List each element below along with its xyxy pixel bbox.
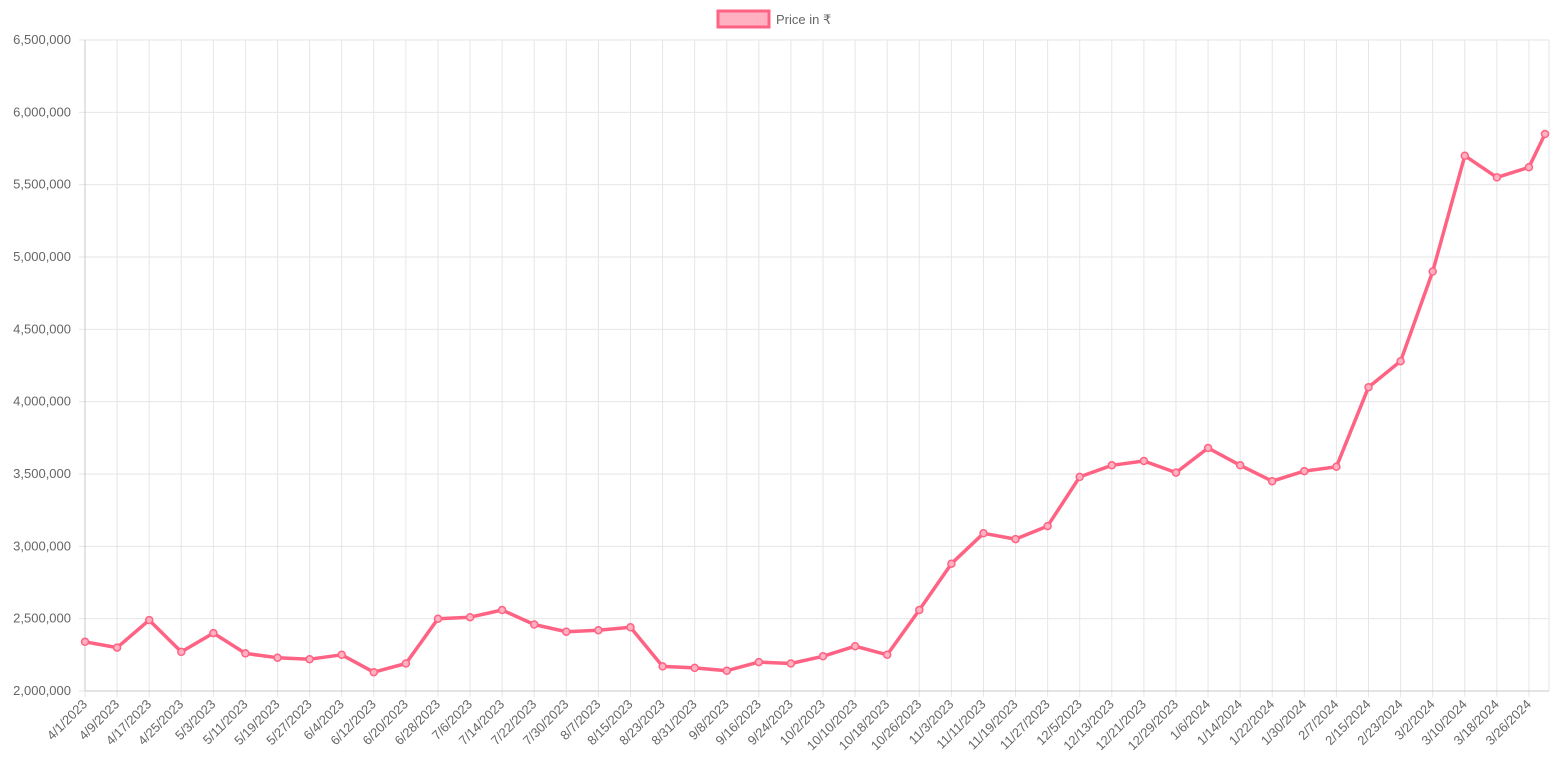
price-data-point[interactable] bbox=[786, 659, 796, 668]
price-data-point[interactable] bbox=[1075, 472, 1084, 482]
series-price bbox=[80, 129, 1550, 677]
price-data-point[interactable] bbox=[1428, 267, 1437, 276]
price-data-point[interactable] bbox=[273, 653, 282, 662]
price-data-point[interactable] bbox=[915, 605, 924, 615]
price-data-point[interactable] bbox=[1171, 468, 1181, 477]
price-data-point[interactable] bbox=[401, 659, 411, 668]
price-data-point[interactable] bbox=[722, 666, 732, 675]
price-data-point[interactable] bbox=[465, 612, 475, 622]
y-tick-label: 5,000,000 bbox=[13, 249, 71, 264]
price-data-point[interactable] bbox=[1540, 129, 1550, 139]
chart-legend[interactable]: Price in ₹ bbox=[716, 9, 831, 29]
y-tick-label: 4,000,000 bbox=[13, 394, 71, 409]
y-axis-tick-labels: 2,000,000 2,500,000 3,000,000 3,500,000 4,00… bbox=[13, 32, 71, 698]
price-data-point[interactable] bbox=[80, 637, 90, 647]
y-tick-label: 3,500,000 bbox=[13, 466, 71, 481]
price-data-point[interactable] bbox=[112, 643, 122, 652]
x-axis-tick-labels: 4/1/20234/9/20234/17/20234/25/20235/3/20… bbox=[44, 697, 1534, 754]
price-data-point[interactable] bbox=[1524, 163, 1534, 172]
price-data-point[interactable] bbox=[1139, 456, 1149, 466]
y-tick-label: 5,500,000 bbox=[13, 177, 71, 192]
chart-axes bbox=[84, 40, 1549, 692]
price-data-point[interactable] bbox=[562, 627, 571, 636]
price-data-point[interactable] bbox=[337, 650, 346, 660]
price-data-point[interactable] bbox=[594, 625, 603, 635]
price-data-point[interactable] bbox=[947, 559, 956, 568]
price-data-point[interactable] bbox=[1043, 521, 1052, 531]
price-data-point[interactable] bbox=[979, 529, 988, 538]
price-data-point[interactable] bbox=[882, 650, 892, 660]
price-data-point[interactable] bbox=[818, 652, 828, 661]
y-tick-label: 3,000,000 bbox=[13, 538, 71, 553]
price-data-point[interactable] bbox=[1203, 443, 1213, 453]
price-data-point[interactable] bbox=[1267, 476, 1277, 486]
price-data-point[interactable] bbox=[658, 662, 667, 671]
price-data-point[interactable] bbox=[1364, 382, 1373, 392]
price-data-point[interactable] bbox=[433, 614, 443, 623]
price-data-point[interactable] bbox=[1011, 534, 1020, 544]
price-data-point[interactable] bbox=[529, 620, 539, 629]
y-tick-label: 6,000,000 bbox=[13, 104, 71, 119]
price-series-line bbox=[83, 132, 1547, 674]
price-data-point[interactable] bbox=[241, 649, 250, 658]
legend-label: Price in ₹ bbox=[776, 12, 831, 27]
y-tick-label: 2,500,000 bbox=[13, 611, 71, 626]
price-data-point[interactable] bbox=[1332, 462, 1341, 472]
price-data-point[interactable] bbox=[1492, 173, 1502, 182]
price-data-point[interactable] bbox=[1235, 461, 1245, 470]
price-data-point[interactable] bbox=[177, 647, 186, 657]
price-data-point[interactable] bbox=[305, 654, 314, 664]
price-data-point[interactable] bbox=[369, 667, 379, 677]
price-data-point[interactable] bbox=[144, 615, 154, 625]
price-data-point[interactable] bbox=[850, 641, 860, 651]
price-data-point[interactable] bbox=[626, 623, 635, 632]
price-data-point[interactable] bbox=[1300, 466, 1309, 476]
price-data-point[interactable] bbox=[497, 605, 507, 615]
price-data-point[interactable] bbox=[1107, 461, 1117, 470]
y-tick-label: 4,500,000 bbox=[13, 321, 71, 336]
legend-swatch bbox=[716, 9, 771, 29]
price-data-point[interactable] bbox=[1460, 151, 1470, 160]
y-tick-label: 6,500,000 bbox=[13, 32, 71, 47]
chart-grid bbox=[79, 39, 1550, 697]
y-tick-label: 2,000,000 bbox=[13, 683, 71, 698]
price-data-point[interactable] bbox=[690, 663, 699, 673]
price-data-point[interactable] bbox=[754, 657, 764, 667]
price-data-point[interactable] bbox=[1396, 356, 1405, 366]
price-data-point[interactable] bbox=[209, 628, 218, 638]
